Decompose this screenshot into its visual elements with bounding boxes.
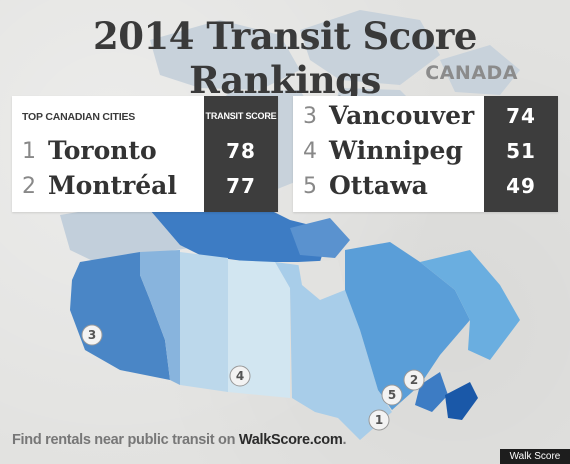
table-row: 5 Ottawa 49 — [293, 171, 558, 207]
alberta — [140, 250, 180, 385]
map-marker-2: 2 — [403, 369, 425, 391]
svg-text:3: 3 — [88, 328, 96, 342]
transit-score: 49 — [506, 174, 536, 198]
new-brunswick — [415, 372, 448, 412]
country-subtitle: CANADA — [425, 62, 518, 84]
footer-text: Find rentals near public transit on Walk… — [12, 432, 346, 448]
british-columbia — [70, 252, 170, 380]
score-column-left — [204, 96, 278, 212]
nunavut — [150, 198, 330, 262]
table-row: 4 Winnipeg 51 — [293, 136, 558, 172]
svg-text:1: 1 — [375, 413, 383, 427]
map-marker-1: 1 — [368, 409, 390, 431]
rank-number: 2 — [22, 174, 36, 199]
rankings-table-right: 3 Vancouver 74 4 Winnipeg 51 5 Ottawa 49 — [293, 96, 558, 212]
city-name: Winnipeg — [329, 136, 463, 165]
transit-score: 77 — [226, 174, 256, 198]
table-row: 1 Toronto 78 — [12, 136, 278, 172]
transit-score: 74 — [506, 104, 536, 128]
score-column-right — [484, 96, 558, 212]
rank-number: 3 — [303, 104, 317, 129]
transit-score: 51 — [506, 139, 536, 163]
city-name: Ottawa — [329, 171, 428, 200]
ontario — [275, 262, 392, 440]
transit-score: 78 — [226, 139, 256, 163]
svg-text:2: 2 — [410, 373, 418, 387]
footer-suffix: . — [342, 432, 347, 448]
manitoba — [228, 260, 290, 398]
city-name: Toronto — [48, 136, 157, 165]
walkscore-link[interactable]: WalkScore.com — [238, 432, 343, 448]
hudson-bay — [298, 260, 345, 300]
nova-scotia — [445, 382, 478, 420]
city-name: Montréal — [48, 171, 177, 200]
image-credit: Walk Score — [500, 449, 570, 464]
rank-number: 4 — [303, 139, 317, 164]
newfoundland-labrador — [420, 250, 520, 360]
rank-number: 5 — [303, 174, 317, 199]
map-marker-4: 4 — [229, 365, 251, 387]
city-name: Vancouver — [329, 101, 475, 130]
saskatchewan — [180, 252, 228, 392]
rank-number: 1 — [22, 139, 36, 164]
table-row: 3 Vancouver 74 — [293, 101, 558, 137]
page-title: 2014 Transit Score Rankings — [93, 14, 477, 102]
svg-text:5: 5 — [388, 388, 396, 402]
table-row: 2 Montréal 77 — [12, 171, 278, 207]
svg-text:4: 4 — [236, 369, 244, 383]
header-cities: TOP CANADIAN CITIES — [22, 111, 136, 123]
map-marker-5: 5 — [381, 384, 403, 406]
hudson-bay-islands — [290, 218, 350, 258]
rankings-table-left: TOP CANADIAN CITIES TRANSIT SCORE 1 Toro… — [12, 96, 278, 212]
map-marker-3: 3 — [81, 324, 103, 346]
quebec — [345, 242, 470, 410]
header-score: TRANSIT SCORE — [205, 111, 277, 121]
footer-prefix: Find rentals near public transit on — [12, 432, 239, 448]
